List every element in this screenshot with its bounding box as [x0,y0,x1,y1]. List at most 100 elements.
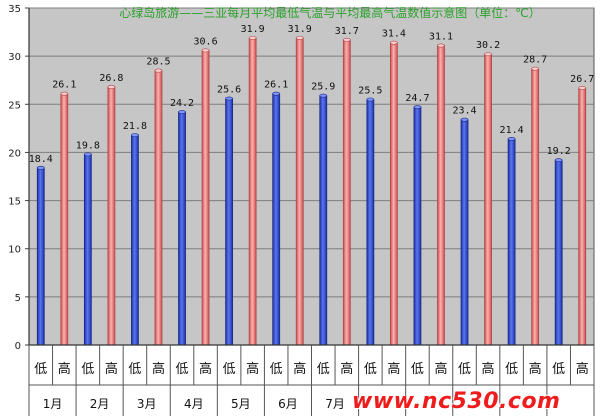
low-temp-label: 25.9 [311,82,335,93]
bar-body [131,134,139,346]
bar-body [60,93,69,346]
low-temp-label: 25.5 [358,85,382,96]
bar-body [248,37,257,346]
bar-body [389,42,398,346]
high-temp-label: 31.9 [288,24,312,35]
x-tick-label: 高 [152,361,165,377]
low-temp-bar [413,105,422,346]
bar-cap [437,43,445,48]
bar-cap [366,97,375,102]
low-temp-bar [131,133,139,346]
month-label: 6月 [278,397,298,411]
x-tick-label: 低 [364,362,377,377]
x-tick-label: 低 [552,362,565,377]
bar-cap [84,152,92,157]
bar-cap [107,85,116,89]
low-temp-bar [366,97,375,346]
low-temp-bar [178,110,186,346]
bar-body [507,138,516,346]
x-tick-label: 低 [128,362,141,377]
high-temp-bar [342,37,351,346]
month-label: 1月 [43,397,63,411]
low-temp-bar [83,152,92,346]
bar-cap [578,86,587,90]
bar-body [578,87,587,346]
low-temp-label: 23.4 [452,106,476,117]
bar-cap [343,37,351,42]
high-temp-label: 31.4 [382,29,406,40]
bar-cap [295,35,304,40]
x-tick-label: 低 [34,362,47,377]
bar-cap [225,96,233,101]
bar-cap [36,165,45,170]
bar-body [154,70,163,346]
low-temp-bar [225,96,234,346]
month-label: 7月 [325,397,345,411]
low-temp-bar [319,93,328,346]
x-tick-label: 高 [199,361,212,377]
bar-cap [531,66,539,71]
plot-area [28,7,595,346]
month-label: 3月 [137,397,157,411]
bar-cap [131,133,139,137]
high-temp-label: 26.7 [570,74,594,85]
bar-body [366,99,375,346]
high-temp-bar [389,40,398,346]
bar-body [83,153,92,346]
x-tick-label: 低 [176,362,189,377]
watermark: www.nc530.com [352,389,561,414]
bar-body [225,98,234,346]
high-temp-label: 31.1 [429,32,453,43]
month-label: 4月 [184,397,204,411]
y-tick-label: 5 [15,293,21,304]
low-temp-label: 19.8 [76,140,100,151]
low-temp-bar [272,91,281,346]
y-tick-label: 20 [8,148,21,159]
high-temp-label: 30.6 [194,36,218,47]
x-tick-label: 低 [223,362,236,377]
high-temp-label: 28.7 [523,55,547,66]
high-temp-label: 26.8 [99,73,123,84]
x-tick-label: 高 [246,361,259,377]
low-temp-label: 21.4 [500,125,524,136]
x-tick-label: 低 [270,362,283,377]
x-tick-label: 高 [293,361,306,377]
bar-body [272,93,281,346]
x-tick-label: 高 [58,361,71,377]
high-temp-bar [531,66,540,346]
bar-cap [60,91,69,96]
high-temp-bar [248,35,257,346]
bar-body [460,119,469,346]
high-temp-bar [437,43,445,346]
bar-cap [248,35,257,40]
bar-body [107,86,116,346]
y-tick-label: 10 [8,245,21,256]
low-temp-label: 26.1 [264,80,288,91]
high-temp-bar [578,86,587,346]
bar-cap [554,158,563,163]
high-temp-bar [60,91,69,346]
high-temp-label: 30.2 [476,40,500,51]
bar-cap [390,40,398,45]
low-temp-label: 21.8 [123,121,147,132]
high-temp-label: 26.1 [52,80,76,91]
high-temp-bar [295,35,304,346]
x-tick-label: 高 [387,361,400,377]
low-temp-label: 18.4 [29,154,53,165]
high-temp-bar [107,85,116,346]
x-tick-label: 高 [482,361,495,377]
bar-body [437,45,445,346]
x-tick-label: 低 [411,362,424,377]
low-temp-bar [554,158,563,346]
low-temp-label: 24.7 [405,93,429,104]
x-tick-label: 低 [505,362,518,377]
low-temp-bar [507,137,516,346]
bar-body [295,37,304,346]
x-tick-label: 高 [340,361,353,377]
low-temp-bar [36,165,45,346]
bar-cap [178,110,186,114]
low-temp-label: 19.2 [547,146,571,157]
x-tick-label: 低 [81,362,94,377]
bar-cap [484,52,492,57]
